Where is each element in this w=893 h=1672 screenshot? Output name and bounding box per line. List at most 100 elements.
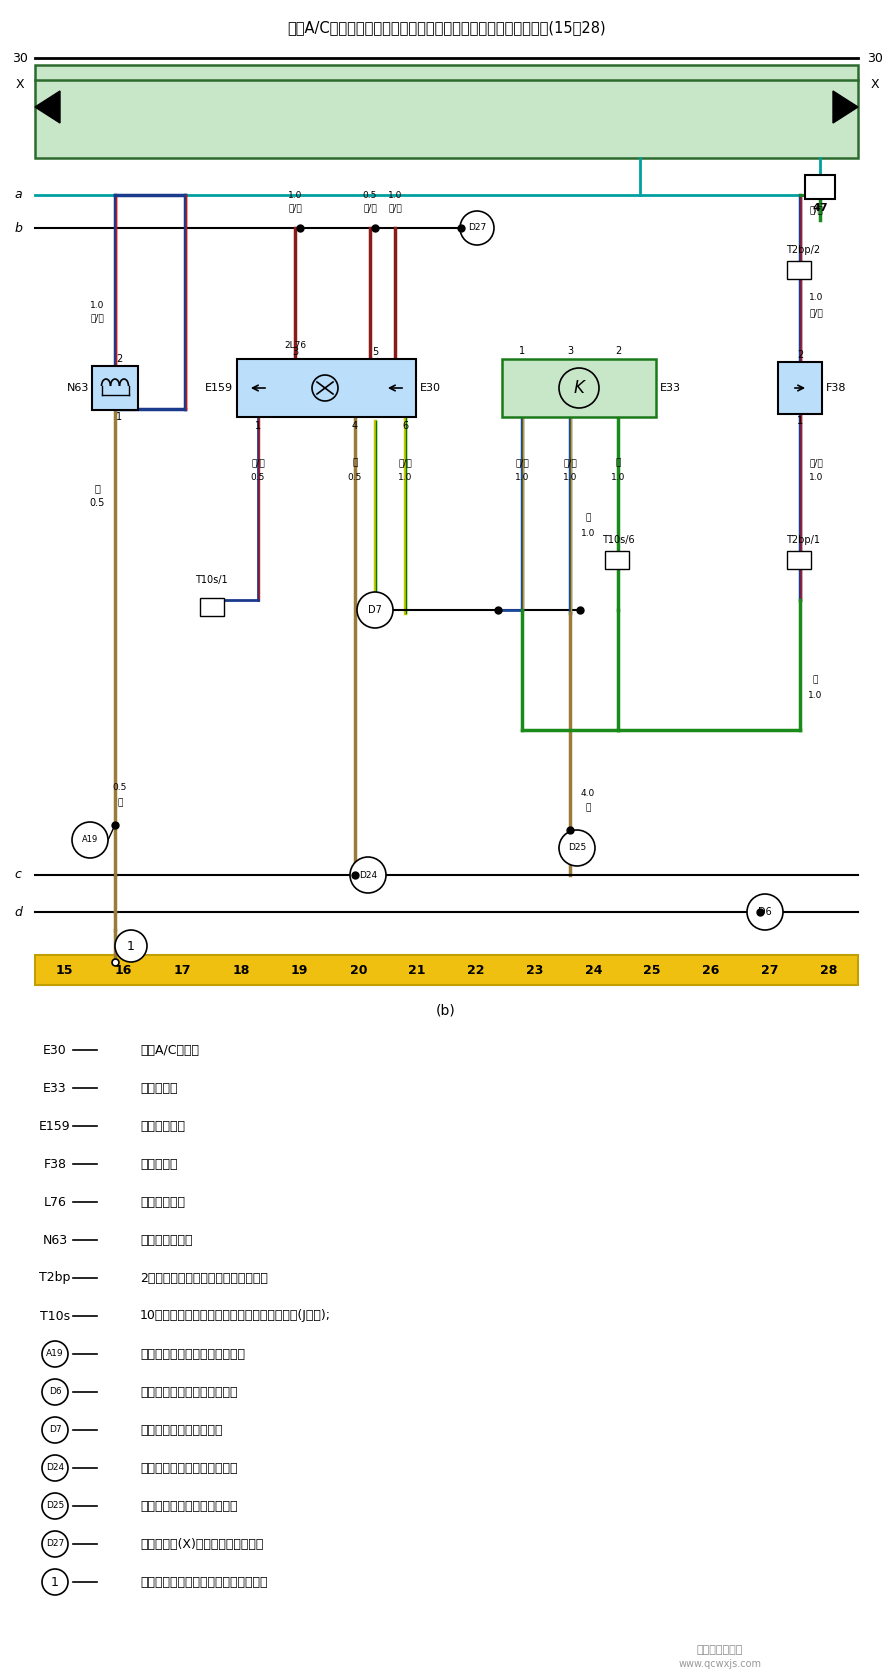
Text: 0.5: 0.5: [251, 473, 265, 483]
Text: 28: 28: [820, 963, 838, 976]
Text: D25: D25: [568, 843, 586, 853]
Text: 0.5: 0.5: [363, 191, 377, 199]
Text: 17: 17: [173, 963, 191, 976]
Text: X: X: [871, 79, 880, 92]
Text: T10s/1: T10s/1: [195, 575, 228, 585]
Text: 1.0: 1.0: [809, 294, 823, 303]
Text: www.qcwxjs.com: www.qcwxjs.com: [679, 1659, 762, 1669]
Text: 正极连接线(X)，在仪表板线束内；: 正极连接线(X)，在仪表板线束内；: [140, 1538, 263, 1550]
FancyBboxPatch shape: [237, 359, 416, 416]
Text: 棕: 棕: [94, 483, 100, 493]
Text: 1.0: 1.0: [514, 473, 530, 483]
Text: 21: 21: [408, 963, 426, 976]
Text: 6: 6: [402, 421, 408, 431]
Text: 棕: 棕: [353, 458, 358, 468]
Text: 空调A/C开关、内循环开关、冷量开关、室温开关、进风门电磁阀(15～28): 空调A/C开关、内循环开关、冷量开关、室温开关、进风门电磁阀(15～28): [288, 20, 605, 35]
Text: 30: 30: [867, 52, 883, 65]
Text: 2: 2: [116, 354, 122, 364]
Bar: [35, 955, 858, 985]
Text: D24: D24: [359, 871, 377, 879]
FancyBboxPatch shape: [787, 552, 811, 568]
Text: 绿: 绿: [615, 458, 621, 468]
Text: A19: A19: [46, 1349, 63, 1358]
Text: 5: 5: [371, 348, 378, 358]
Text: 绿/白: 绿/白: [809, 206, 822, 214]
Text: d: d: [14, 906, 22, 918]
Text: 1.0: 1.0: [580, 528, 596, 537]
Circle shape: [747, 895, 783, 930]
Text: 1: 1: [519, 346, 525, 356]
Text: 30: 30: [13, 52, 28, 65]
Text: 接地连接线，在发动机线束内；: 接地连接线，在发动机线束内；: [140, 1348, 245, 1361]
Text: 1: 1: [127, 940, 135, 953]
Text: F38: F38: [826, 383, 847, 393]
Text: 棕: 棕: [117, 799, 122, 808]
Text: T2bp: T2bp: [39, 1271, 71, 1284]
Text: 进风门电磁阀；: 进风门电磁阀；: [140, 1234, 193, 1247]
Text: 24: 24: [585, 963, 602, 976]
Text: 蓝/红: 蓝/红: [90, 314, 104, 323]
Text: E33: E33: [660, 383, 681, 393]
Text: 1.0: 1.0: [388, 191, 402, 199]
Text: L76: L76: [44, 1195, 66, 1209]
Text: 27: 27: [761, 963, 779, 976]
FancyBboxPatch shape: [605, 552, 629, 568]
Text: c: c: [14, 868, 21, 881]
Circle shape: [42, 1455, 68, 1481]
Text: 绿/白: 绿/白: [809, 309, 822, 318]
Text: 0.5: 0.5: [347, 473, 363, 483]
Text: 汽车维修技术网: 汽车维修技术网: [697, 1645, 743, 1655]
Text: 1.0: 1.0: [90, 301, 104, 309]
Text: D7: D7: [49, 1426, 62, 1435]
Text: (b): (b): [436, 1003, 455, 1017]
Bar: [35, 65, 858, 157]
Text: 接地连接线，在仪表线束内；: 接地连接线，在仪表线束内；: [140, 1500, 238, 1513]
Text: E159: E159: [39, 1120, 71, 1132]
Text: 内循环开关；: 内循环开关；: [140, 1120, 185, 1132]
Circle shape: [559, 368, 599, 408]
Text: F38: F38: [44, 1157, 66, 1170]
Circle shape: [350, 858, 386, 893]
Text: T10s: T10s: [40, 1309, 70, 1323]
Text: 蓝/红: 蓝/红: [251, 458, 265, 468]
Text: 冷量开关；: 冷量开关；: [140, 1082, 178, 1095]
Circle shape: [115, 930, 147, 961]
Text: 接地连接线，在仪表线束内；: 接地连接线，在仪表线束内；: [140, 1461, 238, 1475]
Text: T10s/6: T10s/6: [602, 535, 634, 545]
Circle shape: [72, 823, 108, 858]
Text: 18: 18: [232, 963, 249, 976]
Circle shape: [312, 375, 338, 401]
Text: 蓝/红: 蓝/红: [809, 458, 822, 468]
Text: 2L76: 2L76: [284, 341, 306, 351]
Circle shape: [460, 211, 494, 246]
Text: D25: D25: [46, 1501, 64, 1510]
FancyBboxPatch shape: [805, 176, 835, 199]
Text: 1.0: 1.0: [563, 473, 577, 483]
FancyBboxPatch shape: [502, 359, 656, 416]
Text: 10针插头，棕色，在继电器熔断丝支架顶面上(J号位);: 10针插头，棕色，在继电器熔断丝支架顶面上(J号位);: [140, 1309, 331, 1323]
Text: 0.5: 0.5: [89, 498, 104, 508]
Text: E33: E33: [43, 1082, 67, 1095]
Text: a: a: [14, 189, 21, 202]
Text: N63: N63: [67, 383, 89, 393]
Text: 室温开关；: 室温开关；: [140, 1157, 178, 1170]
Text: 2针插头，黑色，在空调进风口左侧；: 2针插头，黑色，在空调进风口左侧；: [140, 1271, 268, 1284]
Circle shape: [42, 1493, 68, 1518]
Text: 19: 19: [291, 963, 308, 976]
FancyBboxPatch shape: [787, 261, 811, 279]
Text: D27: D27: [46, 1540, 64, 1548]
Text: 空调A/C开关；: 空调A/C开关；: [140, 1043, 199, 1057]
Text: K: K: [573, 380, 584, 396]
Text: 1.0: 1.0: [611, 473, 625, 483]
Text: 26: 26: [703, 963, 720, 976]
Text: 16: 16: [114, 963, 132, 976]
Text: 接地连接线，在仪表线束内；: 接地连接线，在仪表线束内；: [140, 1386, 238, 1398]
Text: D27: D27: [468, 224, 486, 232]
Text: 棕: 棕: [585, 513, 590, 522]
Text: 蓝/黄: 蓝/黄: [515, 458, 529, 468]
Polygon shape: [35, 90, 60, 124]
Text: 1: 1: [51, 1575, 59, 1588]
Text: D7: D7: [368, 605, 382, 615]
Text: T2bp/2: T2bp/2: [786, 246, 820, 256]
Text: 绿: 绿: [813, 675, 818, 684]
